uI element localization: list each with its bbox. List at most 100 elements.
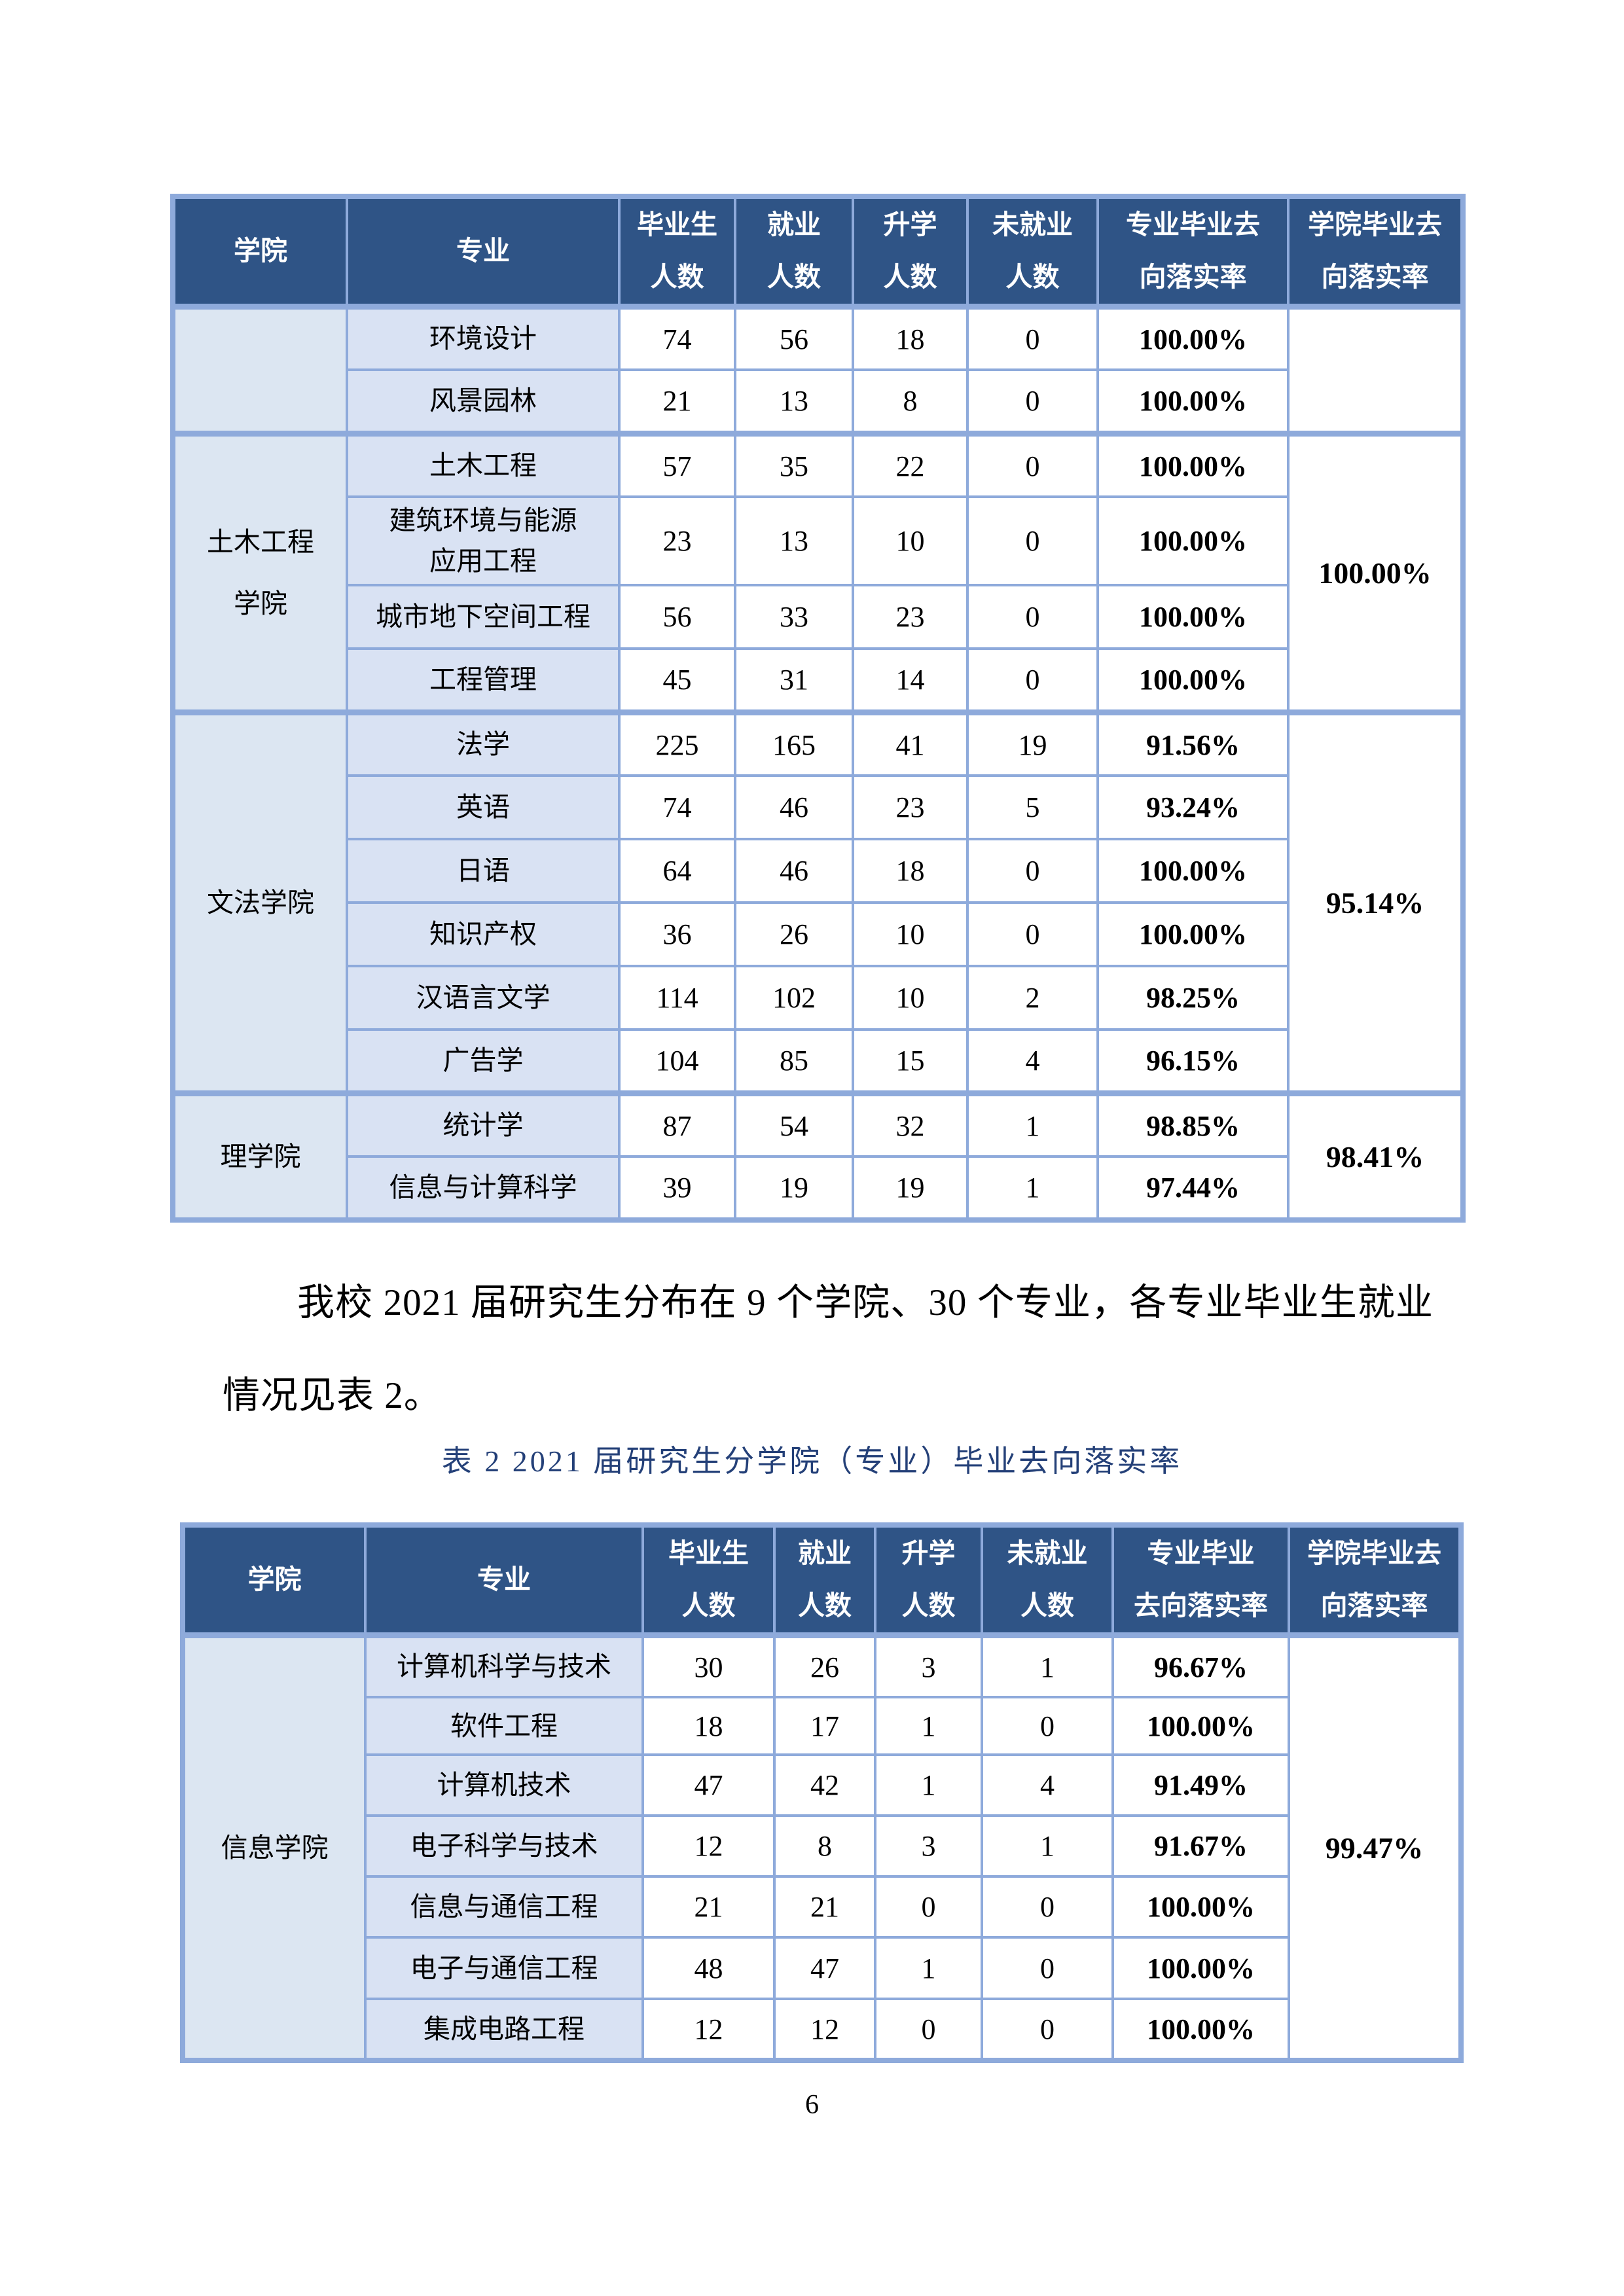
major-rate-cell: 100.00%: [1096, 495, 1290, 587]
count-cell: 1: [981, 1632, 1114, 1699]
count-cell: 0: [966, 495, 1099, 587]
major-cell: 建筑环境与能源 应用工程: [346, 495, 621, 587]
major-rate-cell: 96.15%: [1096, 1028, 1290, 1095]
count-cell: 64: [618, 838, 736, 905]
table-row: 电子与通信工程 48 47 1 0 100.00%: [183, 1936, 1461, 2001]
column-header: 专业毕业去 向落实率: [1096, 194, 1290, 310]
count-cell: 56: [734, 303, 854, 372]
column-header: 专业: [364, 1523, 644, 1638]
count-cell: 0: [966, 584, 1099, 651]
count-cell: 35: [734, 430, 854, 499]
major-rate-cell: 100.00%: [1111, 1936, 1290, 2001]
count-cell: 225: [618, 709, 736, 778]
major-rate-cell: 91.56%: [1096, 709, 1290, 778]
major-cell: 汉语言文学: [346, 965, 621, 1031]
column-header: 学院毕业去 向落实率: [1287, 194, 1464, 310]
table-row: 日语 64 46 18 0 100.00%: [173, 838, 1463, 905]
count-cell: 57: [618, 430, 736, 499]
count-cell: 47: [773, 1936, 876, 2001]
major-rate-cell: 98.85%: [1096, 1090, 1290, 1158]
count-cell: 56: [618, 584, 736, 651]
count-cell: 74: [618, 774, 736, 841]
major-rate-cell: 93.24%: [1096, 774, 1290, 841]
college-cell: 土木工程 学院: [171, 430, 348, 714]
count-cell: 12: [641, 1998, 776, 2062]
college-cell: 理学院: [171, 1090, 348, 1222]
major-rate-cell: 100.00%: [1111, 1875, 1290, 1939]
table-row: 广告学 104 85 15 4 96.15%: [173, 1028, 1463, 1095]
major-rate-cell: 100.00%: [1096, 584, 1290, 651]
count-cell: 23: [852, 584, 969, 651]
count-cell: 10: [852, 901, 969, 968]
major-rate-cell: 100.00%: [1111, 1998, 1290, 2062]
major-cell: 工程管理: [346, 647, 621, 714]
major-cell: 法学: [346, 709, 621, 778]
count-cell: 4: [966, 1028, 1099, 1095]
major-rate-cell: 100.00%: [1096, 838, 1290, 905]
college-cell: 文法学院: [171, 709, 348, 1095]
count-cell: 10: [852, 495, 969, 587]
table-row: 工程管理 45 31 14 0 100.00%: [173, 647, 1463, 714]
count-cell: 42: [773, 1753, 876, 1818]
count-cell: 41: [852, 709, 969, 778]
college-rate-cell: 100.00%: [1287, 430, 1464, 714]
major-rate-cell: 91.67%: [1111, 1814, 1290, 1878]
major-cell: 电子与通信工程: [364, 1936, 644, 2001]
count-cell: 22: [852, 430, 969, 499]
count-cell: 39: [618, 1155, 736, 1222]
count-cell: 14: [852, 647, 969, 714]
count-cell: 18: [852, 838, 969, 905]
column-header: 学院: [171, 194, 348, 310]
column-header: 学院: [181, 1523, 367, 1638]
major-cell: 知识产权: [346, 901, 621, 968]
table-row: 城市地下空间工程 56 33 23 0 100.00%: [173, 584, 1463, 651]
count-cell: 48: [641, 1936, 776, 2001]
count-cell: 102: [734, 965, 854, 1031]
count-cell: 8: [852, 368, 969, 435]
major-cell: 软件工程: [364, 1696, 644, 1757]
column-header: 毕业生 人数: [618, 194, 736, 310]
table-row: 信息与计算科学 39 19 19 1 97.44%: [173, 1155, 1463, 1222]
count-cell: 114: [618, 965, 736, 1031]
count-cell: 13: [734, 368, 854, 435]
column-header: 未就业 人数: [981, 1523, 1114, 1638]
major-rate-cell: 100.00%: [1111, 1696, 1290, 1757]
major-cell: 计算机科学与技术: [364, 1632, 644, 1699]
count-cell: 1: [874, 1753, 983, 1818]
count-cell: 0: [874, 1875, 983, 1939]
count-cell: 2: [966, 965, 1099, 1031]
count-cell: 31: [734, 647, 854, 714]
count-cell: 26: [773, 1632, 876, 1699]
count-cell: 0: [874, 1998, 983, 2062]
count-cell: 104: [618, 1028, 736, 1095]
major-rate-cell: 100.00%: [1096, 430, 1290, 499]
column-header: 专业: [346, 194, 621, 310]
table-postgrad-employment: 学院 专业 毕业生 人数 就业 人数 升学 人数 未就业 人数 专业毕业 去向落实率 学院毕业…: [180, 1522, 1464, 2064]
column-header: 毕业生 人数: [641, 1523, 776, 1638]
table-row: 知识产权 36 26 10 0 100.00%: [173, 901, 1463, 968]
count-cell: 46: [734, 774, 854, 841]
count-cell: 0: [966, 838, 1099, 905]
major-cell: 广告学: [346, 1028, 621, 1095]
count-cell: 0: [981, 1875, 1114, 1939]
count-cell: 12: [773, 1998, 876, 2062]
count-cell: 45: [618, 647, 736, 714]
count-cell: 0: [981, 1696, 1114, 1757]
table-row: 土木工程 学院 土木工程 57 35 22 0 100.00% 100.00%: [171, 430, 1464, 714]
table-row: 建筑环境与能源 应用工程 23 13 10 0 100.00%: [173, 495, 1463, 587]
count-cell: 0: [966, 647, 1099, 714]
count-cell: 0: [981, 1936, 1114, 2001]
count-cell: 54: [734, 1090, 854, 1158]
major-cell: 城市地下空间工程: [346, 584, 621, 651]
count-cell: 0: [966, 368, 1099, 435]
count-cell: 47: [641, 1753, 776, 1818]
table-row: 环境设计 74 56 18 0 100.00%: [171, 303, 1464, 435]
major-rate-cell: 100.00%: [1096, 901, 1290, 968]
count-cell: 21: [641, 1875, 776, 1939]
count-cell: 85: [734, 1028, 854, 1095]
table-row: 风景园林 21 13 8 0 100.00%: [173, 368, 1463, 435]
college-rate-cell: 99.47%: [1288, 1632, 1462, 2062]
count-cell: 33: [734, 584, 854, 651]
column-header: 就业 人数: [773, 1523, 876, 1638]
